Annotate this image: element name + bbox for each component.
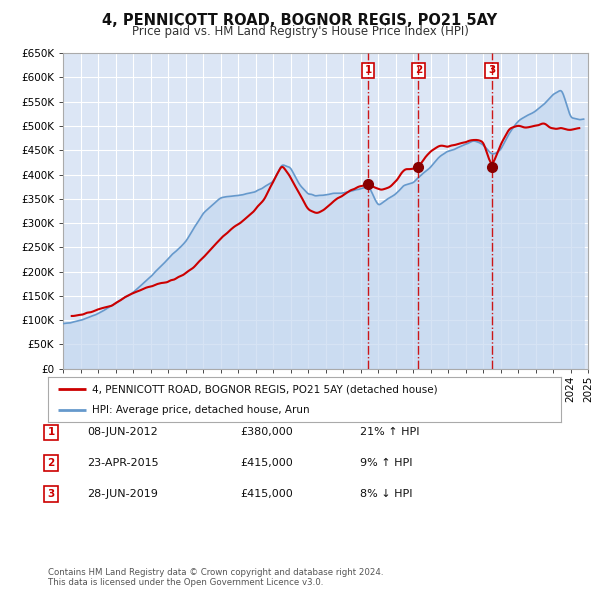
Text: 21% ↑ HPI: 21% ↑ HPI xyxy=(360,428,419,437)
Text: 4, PENNICOTT ROAD, BOGNOR REGIS, PO21 5AY (detached house): 4, PENNICOTT ROAD, BOGNOR REGIS, PO21 5A… xyxy=(92,384,437,394)
Text: £415,000: £415,000 xyxy=(240,489,293,499)
Text: 08-JUN-2012: 08-JUN-2012 xyxy=(87,428,158,437)
Text: 4, PENNICOTT ROAD, BOGNOR REGIS, PO21 5AY: 4, PENNICOTT ROAD, BOGNOR REGIS, PO21 5A… xyxy=(103,13,497,28)
Text: 2: 2 xyxy=(47,458,55,468)
Text: 3: 3 xyxy=(488,65,495,76)
Text: Contains HM Land Registry data © Crown copyright and database right 2024.: Contains HM Land Registry data © Crown c… xyxy=(48,568,383,577)
Text: £380,000: £380,000 xyxy=(240,428,293,437)
Text: 1: 1 xyxy=(365,65,372,76)
Text: This data is licensed under the Open Government Licence v3.0.: This data is licensed under the Open Gov… xyxy=(48,578,323,587)
Text: 23-APR-2015: 23-APR-2015 xyxy=(87,458,158,468)
Text: HPI: Average price, detached house, Arun: HPI: Average price, detached house, Arun xyxy=(92,405,309,415)
Text: 1: 1 xyxy=(47,428,55,437)
Text: 28-JUN-2019: 28-JUN-2019 xyxy=(87,489,158,499)
Text: 8% ↓ HPI: 8% ↓ HPI xyxy=(360,489,413,499)
Text: 9% ↑ HPI: 9% ↑ HPI xyxy=(360,458,413,468)
Text: Price paid vs. HM Land Registry's House Price Index (HPI): Price paid vs. HM Land Registry's House … xyxy=(131,25,469,38)
Text: £415,000: £415,000 xyxy=(240,458,293,468)
Text: 3: 3 xyxy=(47,489,55,499)
Text: 2: 2 xyxy=(415,65,422,76)
